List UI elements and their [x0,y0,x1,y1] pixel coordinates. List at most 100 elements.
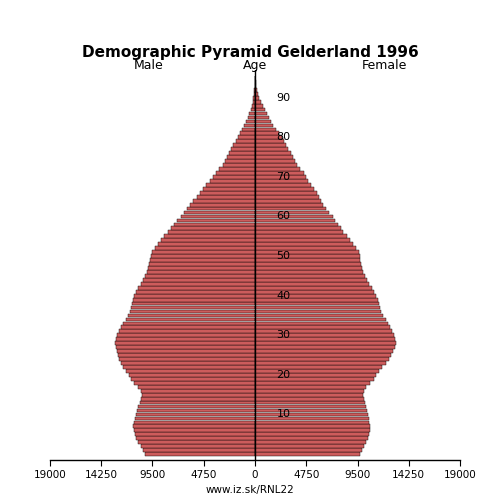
Bar [255,310,381,314]
Text: 70: 70 [276,172,290,182]
Bar [126,318,255,322]
Bar [227,155,255,159]
Bar [143,278,255,281]
Bar [147,270,255,274]
Bar [133,298,255,302]
Bar [203,187,255,190]
Bar [242,128,255,132]
Bar [255,218,335,222]
Bar [255,250,358,254]
Bar [255,112,267,116]
Bar [255,338,396,341]
Bar [250,108,255,112]
Bar [220,167,255,171]
Bar [206,183,255,186]
Bar [255,448,362,452]
Text: www.iz.sk/RNL22: www.iz.sk/RNL22 [206,485,294,495]
Bar [255,242,353,246]
Bar [150,258,255,262]
Text: Demographic Pyramid Gelderland 1996: Demographic Pyramid Gelderland 1996 [82,45,418,60]
Bar [254,88,255,92]
Bar [255,96,260,100]
Bar [255,373,376,377]
Bar [145,452,255,456]
Bar [255,346,396,349]
Bar [124,365,255,369]
Bar [255,282,370,286]
Bar [255,270,363,274]
Bar [255,183,311,186]
Bar [171,226,255,230]
Bar [119,330,255,333]
Bar [255,80,256,84]
Bar [132,302,255,306]
Bar [255,214,332,218]
Bar [126,369,255,373]
Bar [140,282,255,286]
Bar [124,322,255,326]
Bar [255,199,321,202]
Bar [255,179,308,182]
Text: 80: 80 [276,132,290,142]
Bar [134,428,255,432]
Bar [216,171,255,175]
Bar [129,373,255,377]
Bar [255,424,370,428]
Text: 90: 90 [276,92,290,102]
Bar [252,100,255,103]
Bar [255,400,365,404]
Bar [255,266,362,270]
Bar [131,306,255,310]
Bar [135,432,255,436]
Bar [222,163,255,167]
Bar [255,385,366,388]
Bar [140,389,255,392]
Bar [244,124,255,128]
Bar [255,412,368,416]
Bar [158,242,255,246]
Bar [255,314,384,318]
Bar [255,278,367,281]
Bar [255,428,370,432]
Bar [213,175,255,179]
Bar [255,440,366,444]
Bar [174,222,255,226]
Bar [255,254,360,258]
Bar [255,396,364,400]
Bar [255,420,370,424]
Bar [116,346,255,349]
Bar [255,369,379,373]
Text: 20: 20 [276,370,290,380]
Bar [225,159,255,163]
Bar [254,96,255,100]
Bar [255,163,297,167]
Bar [255,175,306,179]
Bar [134,420,255,424]
Bar [255,84,256,87]
Bar [255,377,374,380]
Bar [142,393,255,396]
Bar [232,148,255,151]
Bar [128,314,255,318]
Bar [255,116,269,119]
Text: 10: 10 [276,410,290,420]
Bar [255,100,261,103]
Bar [135,416,255,420]
Bar [255,222,338,226]
Bar [255,238,350,242]
Bar [255,120,271,124]
Bar [255,290,374,294]
Bar [255,104,263,108]
Bar [116,338,255,341]
Bar [140,396,255,400]
Bar [255,136,282,139]
Bar [255,92,258,96]
Text: Female: Female [362,59,407,72]
Bar [138,286,255,290]
Bar [234,144,255,147]
Bar [143,448,255,452]
Bar [252,104,255,108]
Bar [255,234,346,238]
Bar [255,210,330,214]
Bar [255,128,276,132]
